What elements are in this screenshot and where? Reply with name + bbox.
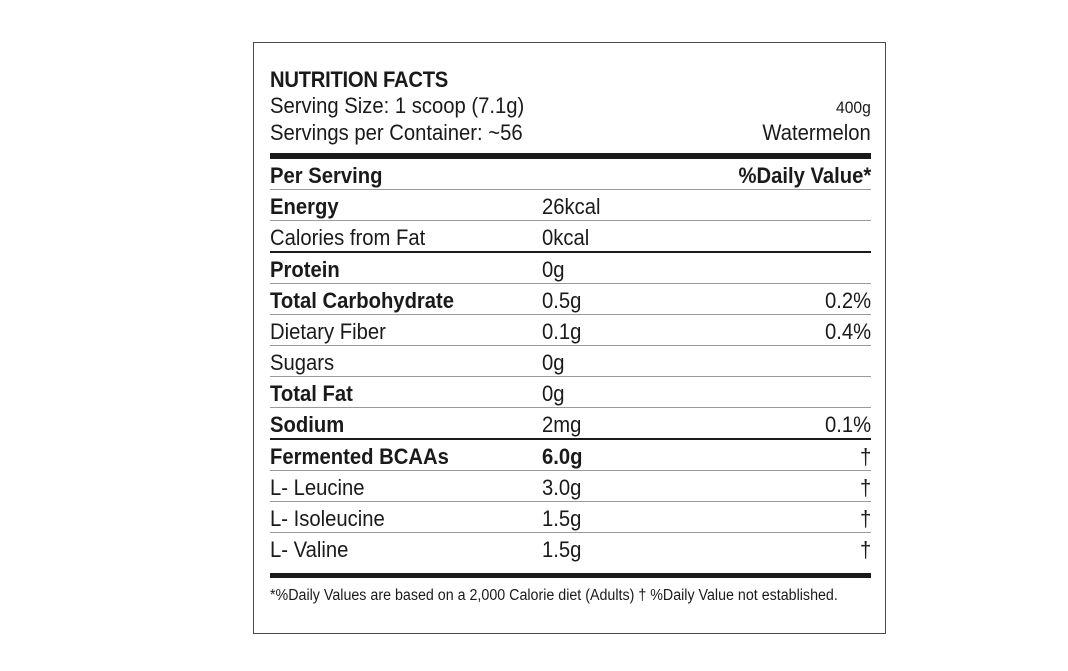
nutrient-amount: 0g: [542, 345, 727, 377]
footnote: *%Daily Values are based on a 2,000 Calo…: [270, 587, 838, 604]
servings-per-container: Servings per Container: ~56: [270, 120, 523, 145]
nutrient-name: Dietary Fiber: [270, 314, 543, 346]
nutrient-name: Sodium: [270, 407, 543, 440]
nutrient-name: Fermented BCAAs: [270, 439, 543, 471]
nutrient-daily-value: [726, 376, 871, 408]
net-weight: 400g: [836, 98, 871, 117]
nutrient-daily-value: †: [726, 439, 871, 471]
nutrient-daily-value: †: [726, 470, 871, 502]
nutrient-name: L- Valine: [270, 537, 349, 562]
nutrition-facts-content: NUTRITION FACTS Serving Size: 1 scoop (7…: [270, 67, 871, 606]
nutrient-daily-value: 0.4%: [726, 314, 871, 346]
table-row: Protein 0g: [270, 252, 871, 284]
thick-divider-bottom: [270, 573, 871, 578]
table-row: Calories from Fat 0kcal: [270, 220, 871, 253]
nutrient-daily-value: [726, 220, 871, 253]
nutrient-amount: 26kcal: [542, 189, 727, 221]
nutrient-name: Calories from Fat: [270, 220, 543, 253]
nutrient-daily-value: †: [859, 537, 871, 562]
nutrient-daily-value: 0.2%: [726, 283, 871, 315]
nutrition-facts-panel: NUTRITION FACTS Serving Size: 1 scoop (7…: [253, 42, 886, 634]
servings-per-container-row: Servings per Container: ~56 Watermelon: [270, 120, 871, 145]
table-row: Fermented BCAAs 6.0g †: [270, 439, 871, 471]
nutrient-daily-value: †: [726, 501, 871, 533]
nutrient-daily-value: [726, 345, 871, 377]
table-row: Total Fat 0g: [270, 376, 871, 408]
nutrient-name: Protein: [270, 252, 543, 284]
nutrient-name: L- Isoleucine: [270, 501, 543, 533]
table-row: Energy 26kcal: [270, 189, 871, 221]
nutrient-amount: 0kcal: [542, 220, 727, 253]
thick-divider: [270, 153, 871, 159]
table-row: L- Leucine 3.0g †: [270, 470, 871, 502]
table-header-row: Per Serving %Daily Value*: [270, 162, 871, 190]
nutrient-amount: 0g: [542, 252, 727, 284]
nutrient-amount: 1.5g: [542, 537, 582, 562]
nutrient-daily-value: 0.1%: [726, 407, 871, 440]
per-serving-header: Per Serving: [270, 162, 727, 190]
nutrient-amount: 6.0g: [542, 439, 727, 471]
nutrient-amount: 0.1g: [542, 314, 727, 346]
table-row: Sodium 2mg 0.1%: [270, 407, 871, 440]
nutrient-amount: 2mg: [542, 407, 727, 440]
nutrient-amount: 3.0g: [542, 470, 727, 502]
flavor: Watermelon: [762, 120, 871, 145]
nutrient-name: L- Leucine: [270, 470, 543, 502]
nutrient-amount: 0g: [542, 376, 727, 408]
daily-value-header: %Daily Value*: [726, 162, 871, 190]
nutrient-daily-value: [726, 252, 871, 284]
nutrient-name: Total Fat: [270, 376, 543, 408]
table-row: Sugars 0g: [270, 345, 871, 377]
nutrient-name: Energy: [270, 189, 543, 221]
nutrient-daily-value: [726, 189, 871, 221]
table-row: Total Carbohydrate 0.5g 0.2%: [270, 283, 871, 315]
nutrition-table: Per Serving %Daily Value* Energy 26kcal …: [270, 162, 871, 563]
serving-size-row: Serving Size: 1 scoop (7.1g) 400g: [270, 93, 871, 120]
table-row: Dietary Fiber 0.1g 0.4%: [270, 314, 871, 346]
label-title: NUTRITION FACTS: [270, 67, 449, 92]
nutrient-name: Sugars: [270, 345, 543, 377]
serving-size: Serving Size: 1 scoop (7.1g): [270, 93, 525, 118]
table-row: L- Valine 1.5g †: [270, 533, 871, 564]
nutrient-amount: 0.5g: [542, 283, 727, 315]
nutrient-name: Total Carbohydrate: [270, 283, 543, 315]
table-row: L- Isoleucine 1.5g †: [270, 501, 871, 533]
nutrient-amount: 1.5g: [542, 501, 727, 533]
